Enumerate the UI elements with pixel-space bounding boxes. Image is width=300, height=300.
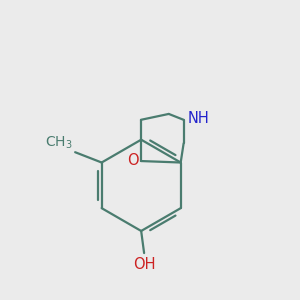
Text: CH$_3$: CH$_3$ (45, 135, 73, 151)
Text: O: O (127, 153, 139, 168)
Text: OH: OH (133, 256, 155, 272)
Text: NH: NH (187, 111, 209, 126)
